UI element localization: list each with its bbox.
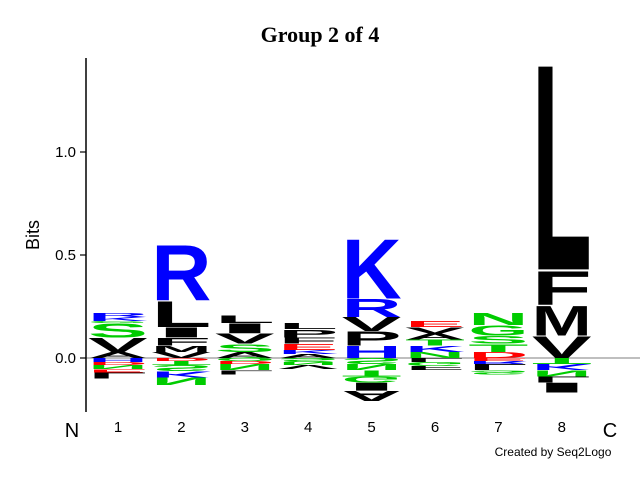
logo-letter-N: N [151, 375, 211, 388]
logo-letter-S: S [468, 369, 528, 375]
logo-letter-E: E [468, 357, 528, 362]
logo-letter-D: D [88, 361, 148, 366]
logo-letter-I: I [532, 380, 592, 396]
logo-letter-D: D [468, 350, 528, 360]
logo-letter-R: R [151, 229, 211, 318]
logo-letter-T: T [151, 360, 211, 366]
y-tick-label: 0.0 [55, 350, 76, 367]
position-label: 3 [241, 419, 249, 436]
position-label: 2 [177, 419, 185, 436]
position-label: 7 [494, 419, 502, 436]
logo-letter-D: D [215, 360, 275, 365]
position-label: 1 [114, 419, 122, 436]
logo-letter-D: D [151, 357, 211, 362]
logo-letter-M: M [532, 296, 592, 345]
logo-letter-G: G [342, 375, 402, 385]
logo-letter-F: F [405, 365, 465, 371]
logo-letter-A: A [405, 332, 465, 342]
position-label: 4 [304, 419, 312, 436]
n-terminus-label: N [65, 420, 79, 442]
logo-letter-stacks: AVSGKRHDNELVMFILRDTSKNASVILQDNLAKEFPLSNV… [88, 2, 592, 403]
logo-letter-A: A [342, 388, 402, 404]
logo-letter-V: V [278, 364, 338, 370]
position-label: 6 [431, 419, 439, 436]
logo-letter-L: L [151, 294, 211, 336]
logo-letter-K: K [405, 344, 465, 354]
logo-letter-T: T [405, 338, 465, 348]
logo-letter-V: V [215, 331, 275, 347]
logo-letter-T: T [532, 356, 592, 366]
position-label: 8 [558, 419, 566, 436]
y-axis-label: Bits [23, 220, 43, 250]
logo-letter-T: T [342, 369, 402, 379]
logo-letter-I: I [151, 325, 211, 341]
logo-letter-M: M [151, 344, 211, 354]
logo-letter-L: L [468, 362, 528, 372]
logo-letter-S: S [151, 363, 211, 373]
logo-letter-N: N [215, 362, 275, 372]
logo-letter-R: R [342, 294, 402, 323]
logo-letter-K: K [532, 362, 592, 372]
logo-letter-P: P [342, 328, 402, 350]
logo-letter-E: E [278, 342, 338, 352]
logo-letter-V: V [88, 334, 148, 357]
y-axis-ticks: 0.0 0.5 1.0 [55, 144, 86, 367]
logo-letter-V: V [151, 350, 211, 360]
credit-text: Created by Seq2Logo [495, 445, 612, 459]
logo-letter-L: L [215, 313, 275, 326]
logo-letter-N: N [342, 362, 402, 372]
logo-letter-E: E [88, 368, 148, 373]
logo-letter-S: S [215, 341, 275, 354]
logo-letter-H: H [88, 357, 148, 363]
logo-letter-T: T [468, 342, 528, 355]
logo-letter-R: R [468, 360, 528, 365]
logo-letter-G: G [88, 320, 148, 323]
logo-letter-A: A [88, 350, 148, 360]
logo-letter-L: L [532, 2, 592, 332]
logo-letter-E: E [405, 319, 465, 329]
logo-letter-N: N [405, 350, 465, 360]
logo-letter-L: L [532, 375, 592, 385]
logo-letter-L: L [405, 357, 465, 363]
logo-letter-A: A [278, 353, 338, 359]
logo-letter-L: L [215, 369, 275, 375]
logo-letter-Q: Q [215, 357, 275, 362]
logo-letter-N: N [88, 364, 148, 370]
logo-letter-H: H [342, 343, 402, 362]
logo-letter-V: V [342, 313, 402, 336]
logo-letter-G: G [468, 322, 528, 338]
c-terminus-label: C [603, 420, 617, 442]
logo-letter-F: F [278, 336, 338, 346]
chart-title: Group 2 of 4 [261, 22, 380, 47]
logo-letter-A: A [215, 350, 275, 360]
logo-letter-V: V [405, 326, 465, 336]
logo-letter-G: G [405, 361, 465, 367]
logo-letter-K: K [151, 370, 211, 380]
logo-letter-K: K [88, 316, 148, 322]
logo-letter-F: F [151, 335, 211, 348]
logo-letter-N: N [532, 368, 592, 378]
y-tick-label: 0.5 [55, 247, 76, 264]
logo-letter-L: L [88, 371, 148, 381]
logo-letter-F: F [532, 261, 592, 315]
logo-letter-S: S [88, 319, 148, 341]
logo-letter-N: N [278, 361, 338, 366]
logo-letter-I: I [215, 320, 275, 336]
logo-letter-V: V [532, 330, 592, 365]
logo-letter-S: S [468, 333, 528, 346]
logo-letter-L: L [278, 321, 338, 331]
logo-letter-R: R [88, 312, 148, 318]
logo-letter-K: K [278, 349, 338, 355]
logo-letter-N: N [468, 310, 528, 329]
logo-letter-S: S [342, 356, 402, 366]
logo-letter-P: P [278, 327, 338, 340]
logo-letter-K: K [342, 221, 402, 317]
y-tick-label: 1.0 [55, 144, 76, 161]
x-position-labels: 1 2 3 4 5 6 7 8 [114, 419, 566, 436]
logo-letter-S: S [278, 357, 338, 363]
position-label: 5 [367, 419, 375, 436]
logo-letter-I: I [342, 380, 402, 393]
